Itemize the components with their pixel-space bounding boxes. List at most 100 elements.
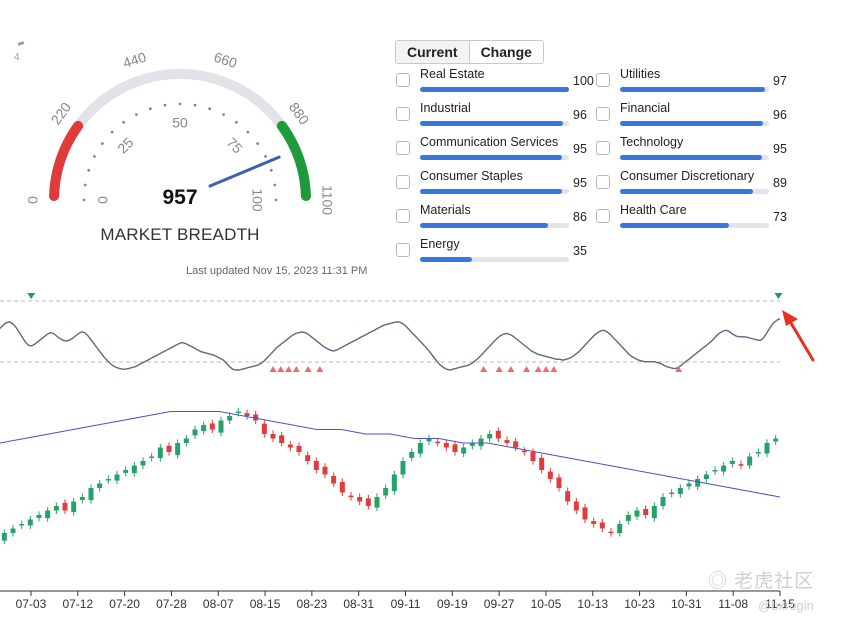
- sector-checkbox[interactable]: [396, 209, 410, 223]
- sector-row[interactable]: Energy 35: [396, 237, 596, 269]
- sector-name: Financial: [620, 101, 671, 115]
- x-tick-label: 10-13: [577, 597, 608, 611]
- sector-bar-track: [420, 121, 569, 126]
- x-tick-label: 07-28: [156, 597, 187, 611]
- sector-row[interactable]: Consumer Discretionary 89: [596, 169, 796, 201]
- candle-body: [461, 447, 467, 454]
- sector-checkbox[interactable]: [396, 243, 410, 257]
- sector-value: 100: [573, 74, 594, 88]
- gauge-inner-dot: [135, 113, 138, 116]
- gauge-inner-dot: [193, 103, 197, 107]
- sector-row[interactable]: Materials 86: [396, 203, 596, 235]
- watermark-logo: ◎ 老虎社区: [708, 571, 815, 592]
- gauge-inner-dot: [208, 107, 212, 111]
- moving-average-line: [0, 411, 781, 498]
- gauge-high-zone: [276, 120, 311, 202]
- breadth-line: [0, 317, 781, 371]
- candle-body: [105, 479, 111, 481]
- gauge-inner-dot: [83, 183, 87, 187]
- candle-body: [305, 455, 311, 461]
- x-tick-label: 11-08: [718, 597, 748, 611]
- candle-body: [36, 515, 42, 518]
- sector-bar-fill: [420, 223, 549, 228]
- gauge-track: [49, 69, 311, 202]
- sector-value: 35: [573, 244, 587, 258]
- sector-checkbox[interactable]: [396, 175, 410, 189]
- sector-name: Real Estate: [420, 67, 485, 81]
- sector-row[interactable]: Health Care 73: [596, 203, 796, 235]
- candle-body: [625, 515, 631, 521]
- sector-checkbox[interactable]: [596, 141, 610, 155]
- sector-bar-fill: [620, 223, 729, 228]
- candle-body: [747, 456, 753, 466]
- sector-bar-track: [420, 155, 569, 160]
- sector-row[interactable]: Utilities 97: [596, 67, 796, 99]
- sector-row[interactable]: Technology 95: [596, 135, 796, 167]
- sector-name: Materials: [420, 203, 471, 217]
- overbought-marker: [27, 293, 36, 299]
- gauge-inner-dot: [110, 130, 114, 134]
- candle-body: [703, 474, 709, 479]
- candle-body: [452, 444, 458, 452]
- sector-name: Communication Services: [420, 135, 559, 149]
- sector-checkbox[interactable]: [596, 107, 610, 121]
- candle-body: [201, 425, 207, 432]
- sector-bar-fill: [420, 189, 562, 194]
- gauge-value: 957: [162, 186, 198, 209]
- candle-body: [721, 465, 727, 472]
- candle-body: [279, 435, 285, 443]
- breadth-line-chart: [0, 293, 815, 372]
- sector-checkbox[interactable]: [396, 73, 410, 87]
- gauge-inner-dot: [273, 183, 277, 187]
- sector-checkbox[interactable]: [596, 175, 610, 189]
- sector-row[interactable]: Communication Services 95: [396, 135, 596, 167]
- x-tick-label: 09-11: [391, 597, 421, 611]
- gauge-inner-tick: 75: [223, 134, 245, 156]
- watermark-user: @bxrogin: [758, 598, 814, 613]
- sector-checkbox[interactable]: [396, 141, 410, 155]
- sector-checkbox[interactable]: [396, 107, 410, 121]
- candle-body: [443, 443, 449, 448]
- candle-body: [348, 495, 354, 498]
- sector-row[interactable]: Consumer Staples 95: [396, 169, 596, 201]
- sector-bar-track: [420, 257, 569, 262]
- candle-body: [296, 445, 302, 452]
- candle-body: [478, 438, 484, 447]
- gauge-low-zone: [49, 120, 84, 202]
- candle-body: [383, 488, 389, 496]
- x-tick-label: 10-23: [624, 597, 655, 611]
- sector-bar-fill: [620, 189, 753, 194]
- candle-body: [651, 506, 657, 519]
- candle-body: [487, 434, 493, 439]
- candle-body: [79, 497, 85, 500]
- candle-body: [539, 457, 545, 470]
- candle-body: [166, 445, 172, 452]
- sector-bar-track: [620, 189, 769, 194]
- gauge-outer-tick: 0: [25, 196, 41, 204]
- sector-row[interactable]: Real Estate 100: [396, 67, 596, 99]
- x-tick-label: 08-15: [250, 597, 281, 611]
- sector-row[interactable]: Financial 96: [596, 101, 796, 133]
- candle-body: [131, 465, 137, 474]
- gauge-title: MARKET BREADTH: [100, 225, 260, 244]
- oversold-marker: [507, 366, 515, 372]
- sector-value: 95: [573, 176, 587, 190]
- sector-checkbox[interactable]: [596, 209, 610, 223]
- sector-checkbox[interactable]: [596, 73, 610, 87]
- candle-body: [322, 466, 328, 475]
- sector-bar-track: [620, 223, 769, 228]
- candle-body: [634, 510, 640, 517]
- gauge-inner-dot: [269, 168, 273, 172]
- candle-body: [513, 441, 519, 448]
- gauge-inner-tick: 0: [95, 196, 111, 204]
- sector-name: Technology: [620, 135, 684, 149]
- gauge-outer-tick: 880: [286, 99, 313, 127]
- sector-row[interactable]: Industrial 96: [396, 101, 596, 133]
- oversold-marker: [292, 366, 300, 372]
- candle-body: [469, 443, 475, 446]
- change-button[interactable]: Change: [468, 41, 543, 63]
- gauge-inner-dot: [122, 120, 125, 124]
- current-button[interactable]: Current: [396, 41, 469, 63]
- gauge-inner-dot: [264, 155, 267, 158]
- candle-body: [643, 508, 649, 515]
